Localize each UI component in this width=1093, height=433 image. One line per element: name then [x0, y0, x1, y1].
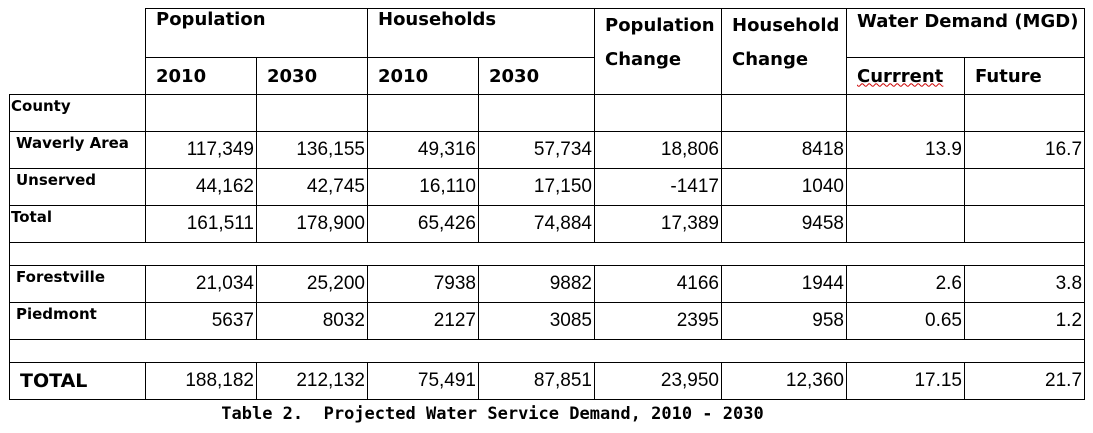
- demand-table: Population Households Population Change …: [8, 8, 1086, 400]
- value-cell: 49,316: [367, 131, 479, 169]
- data-row: Total 161,511 178,900 65,426 74,884 17,389 945…: [9, 205, 1086, 243]
- value-cell: 161,511: [145, 205, 257, 243]
- header-row: 2010 2030 2010 2030 Currrent Future: [10, 57, 1086, 95]
- value-cell: 87,851: [478, 362, 595, 400]
- empty-cell: [478, 94, 595, 132]
- value-cell: 74,884: [478, 205, 595, 243]
- empty-cell: [846, 168, 965, 206]
- value-cell: 2395: [594, 302, 722, 340]
- value-cell: 8418: [721, 131, 847, 169]
- header-cell: Currrent: [846, 57, 965, 95]
- value-cell: -1417: [594, 168, 722, 206]
- header-cell: Population: [145, 8, 368, 58]
- value-cell: 16.7: [963, 131, 1086, 169]
- value-cell: 18,806: [594, 131, 722, 169]
- value-cell: 0.65: [846, 302, 965, 340]
- value-cell: 23,950: [594, 362, 722, 400]
- value-cell: 2.6: [846, 265, 965, 303]
- row-label: Forestville: [9, 265, 146, 303]
- empty-cell: [367, 94, 479, 132]
- value-cell: 5637: [145, 302, 257, 340]
- year-cell: 2030: [478, 57, 595, 95]
- empty-cell: [256, 94, 368, 132]
- spacer-row: [8, 242, 1086, 266]
- value-cell: 4166: [594, 265, 722, 303]
- row-label: Waverly Area: [9, 131, 146, 169]
- value-cell: 65,426: [367, 205, 479, 243]
- empty-cell: [846, 94, 965, 132]
- row-label: Piedmont: [9, 302, 146, 340]
- value-cell: 17,389: [594, 205, 722, 243]
- data-row: Unserved 44,162 42,745 16,110 17,150 -1417 104…: [9, 168, 1086, 206]
- value-cell: 16,110: [367, 168, 479, 206]
- value-cell: 12,360: [721, 362, 847, 400]
- empty-cell: [846, 205, 965, 243]
- spacer-cell: [8, 242, 1086, 266]
- value-cell: 1040: [721, 168, 847, 206]
- value-cell: 3.8: [963, 265, 1086, 303]
- value-cell: 136,155: [256, 131, 368, 169]
- value-cell: 17.15: [846, 362, 965, 400]
- value-cell: 2127: [367, 302, 479, 340]
- data-row: TOTAL 188,182 212,132 75,491 87,851 23,950 12,…: [9, 362, 1086, 400]
- value-cell: 1.2: [963, 302, 1086, 340]
- value-cell: 17,150: [478, 168, 595, 206]
- data-row: Waverly Area 117,349 136,155 49,316 57,734 18…: [9, 131, 1086, 169]
- value-cell: 1944: [721, 265, 847, 303]
- header-cell: Household Change: [721, 8, 847, 95]
- value-cell: 21.7: [963, 362, 1086, 400]
- value-cell: 3085: [478, 302, 595, 340]
- value-cell: 9882: [478, 265, 595, 303]
- table-header: Population Households Population Change …: [10, 8, 1086, 95]
- header-row: Population Households Population Change …: [10, 8, 1086, 95]
- data-row: Piedmont 5637 8032 2127 3085 2395 958 0.65 1.2: [9, 302, 1086, 340]
- spacer-cell: [8, 339, 1086, 363]
- value-cell: 25,200: [256, 265, 368, 303]
- row-label: Unserved: [9, 168, 146, 206]
- value-cell: 44,162: [145, 168, 257, 206]
- year-cell: 2010: [367, 57, 479, 95]
- header-cell: Households: [367, 8, 595, 58]
- data-row: Forestville 21,034 25,200 7938 9882 4166 1944 2…: [9, 265, 1086, 303]
- empty-cell: [963, 205, 1086, 243]
- value-cell: 212,132: [256, 362, 368, 400]
- spacer-row: [8, 339, 1086, 363]
- value-cell: 178,900: [256, 205, 368, 243]
- value-cell: 13.9: [846, 131, 965, 169]
- current-label: Currrent: [857, 65, 944, 87]
- value-cell: 21,034: [145, 265, 257, 303]
- table-body: County Waverly Area 117,349 136,155 49,316 57…: [8, 94, 1086, 400]
- empty-cell: [721, 94, 847, 132]
- value-cell: 9458: [721, 205, 847, 243]
- empty-cell: [594, 94, 722, 132]
- row-label: County: [9, 94, 146, 132]
- empty-cell: [963, 94, 1086, 132]
- header-cell: Water Demand (MGD): [845, 8, 1086, 58]
- row-label: Total: [9, 205, 146, 243]
- year-cell: 2010: [145, 57, 257, 95]
- value-cell: 42,745: [256, 168, 368, 206]
- year-cell: 2030: [256, 57, 368, 95]
- empty-cell: [963, 168, 1086, 206]
- value-cell: 57,734: [478, 131, 595, 169]
- value-cell: 117,349: [145, 131, 257, 169]
- caption: Table 2. Projected Water Service Demand,…: [221, 404, 764, 424]
- value-cell: 8032: [256, 302, 368, 340]
- value-cell: 188,182: [145, 362, 257, 400]
- value-cell: 75,491: [367, 362, 479, 400]
- header-blank: [10, 9, 146, 95]
- data-row: County: [9, 94, 1086, 132]
- empty-cell: [145, 94, 257, 132]
- value-cell: 7938: [367, 265, 479, 303]
- row-label: TOTAL: [9, 362, 146, 400]
- header-cell: Population Change: [594, 8, 722, 95]
- header-cell: Future: [963, 57, 1086, 95]
- value-cell: 958: [721, 302, 847, 340]
